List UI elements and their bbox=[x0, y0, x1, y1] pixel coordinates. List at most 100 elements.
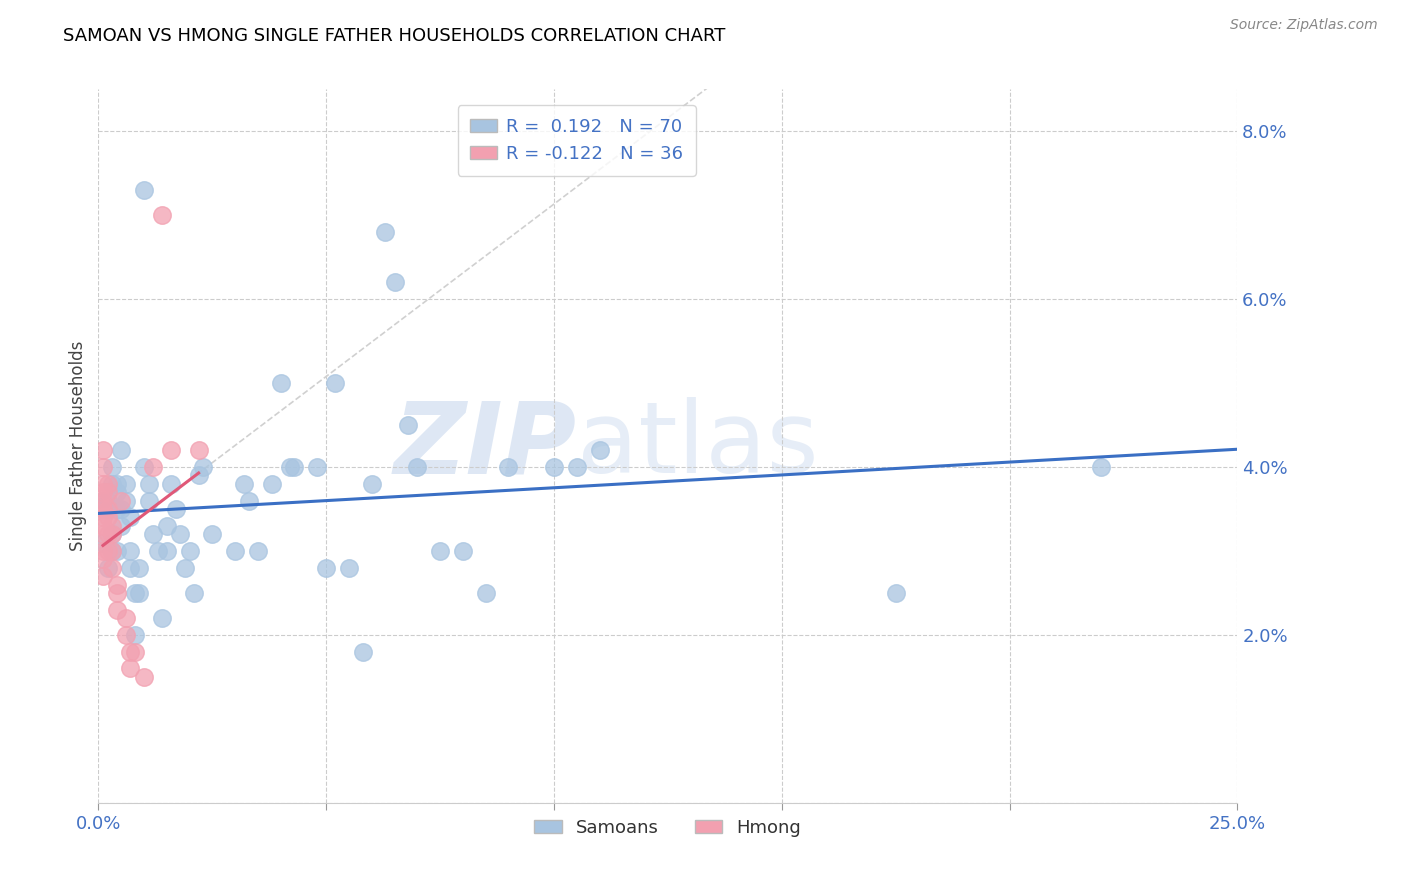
Point bbox=[91, 535, 114, 549]
Point bbox=[132, 460, 155, 475]
Point bbox=[114, 628, 136, 642]
Point bbox=[128, 586, 150, 600]
Point bbox=[283, 460, 305, 475]
Point bbox=[105, 577, 128, 591]
Point bbox=[337, 560, 360, 574]
Point bbox=[96, 502, 118, 516]
Point bbox=[114, 476, 136, 491]
Point bbox=[278, 460, 301, 475]
Point bbox=[238, 493, 260, 508]
Point bbox=[120, 544, 142, 558]
Point bbox=[588, 443, 610, 458]
Point bbox=[124, 628, 146, 642]
Point bbox=[91, 443, 114, 458]
Point bbox=[474, 586, 496, 600]
Point bbox=[96, 476, 118, 491]
Point bbox=[374, 225, 396, 239]
Text: ZIP: ZIP bbox=[394, 398, 576, 494]
Point bbox=[270, 376, 292, 390]
Point bbox=[543, 460, 565, 475]
Point bbox=[233, 476, 256, 491]
Point bbox=[114, 493, 136, 508]
Point bbox=[169, 527, 191, 541]
Point bbox=[91, 510, 114, 524]
Point bbox=[91, 502, 114, 516]
Point bbox=[323, 376, 346, 390]
Point bbox=[91, 476, 114, 491]
Legend: Samoans, Hmong: Samoans, Hmong bbox=[527, 812, 808, 844]
Point bbox=[91, 460, 114, 475]
Point bbox=[260, 476, 283, 491]
Point bbox=[101, 544, 124, 558]
Point bbox=[224, 544, 246, 558]
Point bbox=[246, 544, 269, 558]
Point bbox=[179, 544, 201, 558]
Point bbox=[120, 645, 142, 659]
Point bbox=[156, 518, 179, 533]
Point bbox=[96, 510, 118, 524]
Point bbox=[142, 527, 165, 541]
Point bbox=[124, 586, 146, 600]
Point bbox=[384, 275, 406, 289]
Point bbox=[352, 645, 374, 659]
Point bbox=[105, 476, 128, 491]
Point bbox=[105, 485, 128, 500]
Point bbox=[132, 670, 155, 684]
Point bbox=[565, 460, 588, 475]
Point bbox=[396, 417, 419, 432]
Point bbox=[101, 476, 124, 491]
Point bbox=[96, 502, 118, 516]
Point bbox=[101, 527, 124, 541]
Point bbox=[120, 560, 142, 574]
Y-axis label: Single Father Households: Single Father Households bbox=[69, 341, 87, 551]
Point bbox=[110, 518, 132, 533]
Point bbox=[101, 527, 124, 541]
Point bbox=[96, 527, 118, 541]
Point bbox=[142, 460, 165, 475]
Point bbox=[884, 586, 907, 600]
Point bbox=[91, 493, 114, 508]
Point bbox=[110, 443, 132, 458]
Point bbox=[183, 586, 205, 600]
Point bbox=[451, 544, 474, 558]
Point bbox=[101, 460, 124, 475]
Point bbox=[187, 443, 209, 458]
Point bbox=[193, 460, 215, 475]
Point bbox=[114, 611, 136, 625]
Text: SAMOAN VS HMONG SINGLE FATHER HOUSEHOLDS CORRELATION CHART: SAMOAN VS HMONG SINGLE FATHER HOUSEHOLDS… bbox=[63, 27, 725, 45]
Point bbox=[201, 527, 224, 541]
Point bbox=[101, 518, 124, 533]
Point bbox=[105, 603, 128, 617]
Point bbox=[91, 485, 114, 500]
Point bbox=[120, 510, 142, 524]
Point bbox=[132, 183, 155, 197]
Point bbox=[96, 485, 118, 500]
Point bbox=[105, 544, 128, 558]
Text: Source: ZipAtlas.com: Source: ZipAtlas.com bbox=[1230, 18, 1378, 32]
Point bbox=[105, 502, 128, 516]
Point bbox=[1090, 460, 1112, 475]
Point bbox=[96, 493, 118, 508]
Point bbox=[138, 493, 160, 508]
Point bbox=[498, 460, 520, 475]
Point bbox=[101, 560, 124, 574]
Point bbox=[96, 560, 118, 574]
Point bbox=[120, 661, 142, 675]
Point bbox=[150, 611, 173, 625]
Point bbox=[174, 560, 197, 574]
Point bbox=[160, 476, 183, 491]
Point bbox=[307, 460, 329, 475]
Point bbox=[128, 560, 150, 574]
Point bbox=[91, 552, 114, 566]
Point bbox=[315, 560, 337, 574]
Point bbox=[91, 493, 114, 508]
Point bbox=[187, 468, 209, 483]
Point bbox=[156, 544, 179, 558]
Point bbox=[91, 518, 114, 533]
Point bbox=[91, 569, 114, 583]
Point bbox=[429, 544, 451, 558]
Point bbox=[110, 502, 132, 516]
Point bbox=[110, 493, 132, 508]
Point bbox=[91, 544, 114, 558]
Point bbox=[160, 443, 183, 458]
